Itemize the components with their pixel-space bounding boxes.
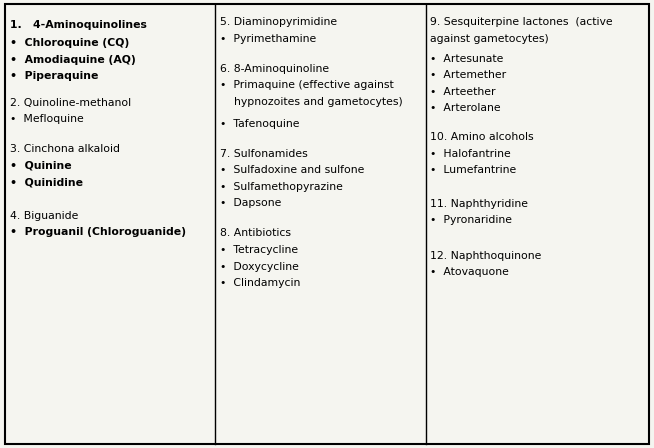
Text: •  Mefloquine: • Mefloquine: [10, 114, 84, 124]
Text: •  Arterolane: • Arterolane: [430, 103, 501, 113]
Text: •  Lumefantrine: • Lumefantrine: [430, 165, 517, 175]
Text: •  Sulfamethopyrazine: • Sulfamethopyrazine: [220, 182, 343, 192]
Text: •  Quinine: • Quinine: [10, 161, 71, 171]
Text: •  Dapsone: • Dapsone: [220, 198, 282, 208]
Text: 4. Biguanide: 4. Biguanide: [10, 211, 78, 220]
Text: •  Tetracycline: • Tetracycline: [220, 245, 298, 255]
Text: 5. Diaminopyrimidine: 5. Diaminopyrimidine: [220, 17, 337, 27]
Text: •  Proguanil (Chloroguanide): • Proguanil (Chloroguanide): [10, 227, 186, 237]
Text: •  Primaquine (effective against: • Primaquine (effective against: [220, 80, 394, 90]
Text: •  Atovaquone: • Atovaquone: [430, 267, 509, 277]
Text: •  Sulfadoxine and sulfone: • Sulfadoxine and sulfone: [220, 165, 365, 175]
Text: •  Chloroquine (CQ): • Chloroquine (CQ): [10, 38, 129, 48]
Text: •  Piperaquine: • Piperaquine: [10, 71, 98, 81]
Text: •  Arteether: • Arteether: [430, 87, 496, 97]
Text: •  Tafenoquine: • Tafenoquine: [220, 119, 300, 129]
Text: •  Artemether: • Artemether: [430, 70, 506, 80]
Text: •  Clindamycin: • Clindamycin: [220, 278, 301, 288]
Text: •  Amodiaquine (AQ): • Amodiaquine (AQ): [10, 55, 135, 65]
Text: 12. Naphthoquinone: 12. Naphthoquinone: [430, 251, 542, 261]
Text: against gametocytes): against gametocytes): [430, 34, 549, 43]
Text: 6. 8-Aminoquinoline: 6. 8-Aminoquinoline: [220, 64, 330, 73]
Text: •  Pyronaridine: • Pyronaridine: [430, 215, 512, 225]
Text: •  Halofantrine: • Halofantrine: [430, 149, 511, 159]
Text: 9. Sesquiterpine lactones  (active: 9. Sesquiterpine lactones (active: [430, 17, 613, 27]
Text: 10. Amino alcohols: 10. Amino alcohols: [430, 132, 534, 142]
Text: hypnozoites and gametocytes): hypnozoites and gametocytes): [220, 97, 403, 107]
Text: •  Doxycycline: • Doxycycline: [220, 262, 300, 271]
Text: 1.   4-Aminoquinolines: 1. 4-Aminoquinolines: [10, 20, 146, 30]
Text: 11. Naphthyridine: 11. Naphthyridine: [430, 199, 528, 209]
Text: •  Artesunate: • Artesunate: [430, 54, 504, 64]
Text: •  Quinidine: • Quinidine: [10, 177, 83, 187]
Text: 8. Antibiotics: 8. Antibiotics: [220, 228, 292, 238]
Text: 2. Quinoline-methanol: 2. Quinoline-methanol: [10, 98, 131, 108]
Text: •  Pyrimethamine: • Pyrimethamine: [220, 34, 317, 43]
Text: 3. Cinchona alkaloid: 3. Cinchona alkaloid: [10, 144, 120, 154]
Text: 7. Sulfonamides: 7. Sulfonamides: [220, 149, 308, 159]
